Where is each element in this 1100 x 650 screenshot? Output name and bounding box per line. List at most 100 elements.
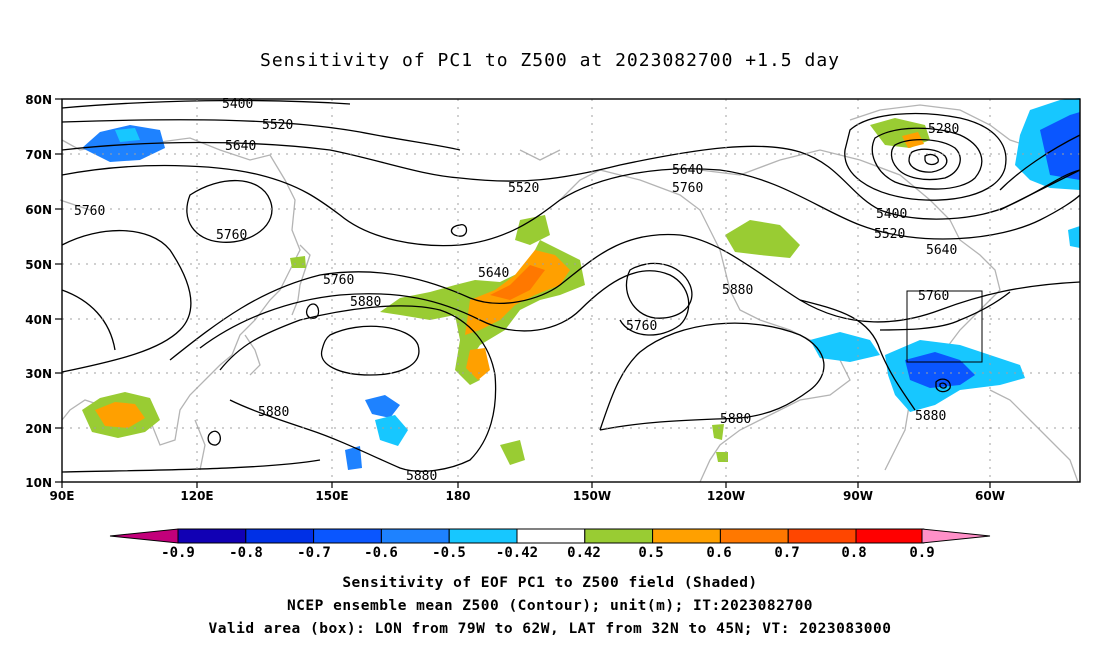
colorbar-box bbox=[855, 528, 925, 544]
contour-line bbox=[61, 289, 116, 351]
colorbar-box bbox=[313, 528, 382, 544]
shading-blob bbox=[115, 128, 140, 142]
contour-line bbox=[61, 99, 351, 109]
contour-line bbox=[61, 119, 461, 151]
contour-line bbox=[199, 270, 690, 349]
contour-line bbox=[169, 233, 1081, 361]
shading-blob bbox=[515, 215, 550, 245]
colorbar-box bbox=[584, 528, 654, 544]
sensitivity-shading bbox=[82, 98, 1080, 470]
longitude-labels: 90E 120E 150E 180 150W 120W 90W 60W bbox=[50, 489, 1005, 503]
contour-label: 5400 bbox=[222, 97, 253, 112]
contour-label: 5880 bbox=[720, 412, 751, 427]
colorbar-label: -0.7 bbox=[297, 545, 331, 561]
contour-line bbox=[924, 153, 939, 166]
contour-label: 5760 bbox=[672, 181, 703, 196]
contour-line bbox=[61, 459, 321, 473]
colorbar-label: -0.8 bbox=[229, 545, 263, 561]
colorbar-label: 0.6 bbox=[706, 545, 731, 561]
contour-line bbox=[939, 382, 947, 389]
contour-line bbox=[890, 139, 961, 181]
contour-label: 5760 bbox=[323, 273, 354, 288]
contour-line bbox=[799, 299, 916, 411]
colorbar-label: -0.42 bbox=[496, 545, 538, 561]
lat-label: 10N bbox=[25, 476, 52, 490]
contour-line bbox=[879, 291, 1011, 331]
lat-label: 30N bbox=[25, 367, 52, 381]
contour-line bbox=[320, 325, 420, 376]
contour-line bbox=[207, 430, 222, 446]
shading-blob bbox=[490, 265, 545, 300]
shading-blob bbox=[1068, 226, 1080, 248]
contour-label: 5520 bbox=[874, 227, 905, 242]
chart-title: Sensitivity of PC1 to Z500 at 2023082700… bbox=[259, 50, 840, 71]
lat-label: 20N bbox=[25, 422, 52, 436]
contour-label: 5880 bbox=[722, 283, 753, 298]
valid-area-box bbox=[906, 290, 983, 363]
shading-blob bbox=[365, 395, 400, 418]
lon-label: 60W bbox=[975, 489, 1005, 503]
contour-line bbox=[871, 127, 983, 190]
shading-blob bbox=[375, 415, 408, 446]
colorbar-label: -0.9 bbox=[161, 545, 195, 561]
latitude-labels: 80N 70N 60N 50N 40N 30N 20N 10N bbox=[25, 93, 52, 490]
contour-label: 5520 bbox=[508, 181, 539, 196]
lat-label: 40N bbox=[25, 313, 52, 327]
colorbar: -0.9 -0.8 -0.7 -0.6 -0.5 -0.42 0.42 0.5 … bbox=[109, 528, 991, 561]
contour-line bbox=[999, 169, 1081, 211]
z500-contours bbox=[61, 99, 1081, 473]
contour-line bbox=[908, 148, 948, 173]
contour-line bbox=[305, 303, 320, 319]
contour-line bbox=[450, 224, 468, 237]
colorbar-box bbox=[516, 528, 586, 544]
gridlines bbox=[62, 99, 1080, 482]
shading-blob bbox=[345, 446, 362, 470]
colorbar-box bbox=[177, 528, 247, 544]
colorbar-triangle-low bbox=[109, 528, 179, 544]
colorbar-label: -0.6 bbox=[364, 545, 398, 561]
contour-label: 5520 bbox=[262, 118, 293, 133]
shading-blob bbox=[82, 125, 165, 162]
colorbar-label: 0.7 bbox=[774, 545, 799, 561]
shading-blob bbox=[810, 332, 880, 362]
contour-line bbox=[61, 141, 1081, 220]
note-line-3: Valid area (box): LON from 79W to 62W, L… bbox=[208, 621, 892, 637]
shading-blob bbox=[500, 440, 525, 465]
lat-label: 80N bbox=[25, 93, 52, 107]
colorbar-label: 0.42 bbox=[567, 545, 601, 561]
colorbar-label: 0.8 bbox=[841, 545, 866, 561]
colorbar-label: 0.5 bbox=[638, 545, 663, 561]
lat-label: 50N bbox=[25, 258, 52, 272]
contour-line bbox=[61, 164, 1081, 247]
colorbar-label: 0.9 bbox=[909, 545, 934, 561]
lon-label: 150E bbox=[315, 489, 348, 503]
colorbar-box bbox=[380, 528, 450, 544]
contour-line bbox=[219, 305, 497, 472]
contour-label: 5760 bbox=[74, 204, 105, 219]
plot-frame bbox=[61, 98, 1081, 483]
colorbar-box bbox=[652, 528, 721, 544]
shading-blob bbox=[95, 402, 145, 428]
shading-blob bbox=[725, 220, 800, 258]
contour-line bbox=[599, 322, 825, 431]
note-line-1: Sensitivity of EOF PC1 to Z500 field (Sh… bbox=[342, 575, 758, 591]
colorbar-box bbox=[787, 528, 857, 544]
contour-label: 5640 bbox=[225, 139, 256, 154]
colorbar-label: -0.5 bbox=[432, 545, 466, 561]
lon-label: 180 bbox=[445, 489, 470, 503]
contour-label: 5640 bbox=[672, 163, 703, 178]
lon-label: 90E bbox=[50, 489, 75, 503]
contour-line bbox=[999, 134, 1081, 191]
shading-blob bbox=[716, 452, 728, 462]
lat-label: 70N bbox=[25, 148, 52, 162]
contour-label: 5880 bbox=[406, 469, 437, 484]
contour-labels: 5400 5520 5640 5520 5760 5760 5640 5760 … bbox=[74, 97, 959, 484]
shading-blob bbox=[290, 256, 306, 268]
colorbar-box bbox=[719, 528, 789, 544]
lon-label: 150W bbox=[573, 489, 611, 503]
contour-line bbox=[844, 112, 1007, 201]
lon-label: 120W bbox=[707, 489, 745, 503]
contour-label: 5280 bbox=[928, 122, 959, 137]
contour-label: 5760 bbox=[918, 289, 949, 304]
contour-line bbox=[625, 262, 693, 319]
